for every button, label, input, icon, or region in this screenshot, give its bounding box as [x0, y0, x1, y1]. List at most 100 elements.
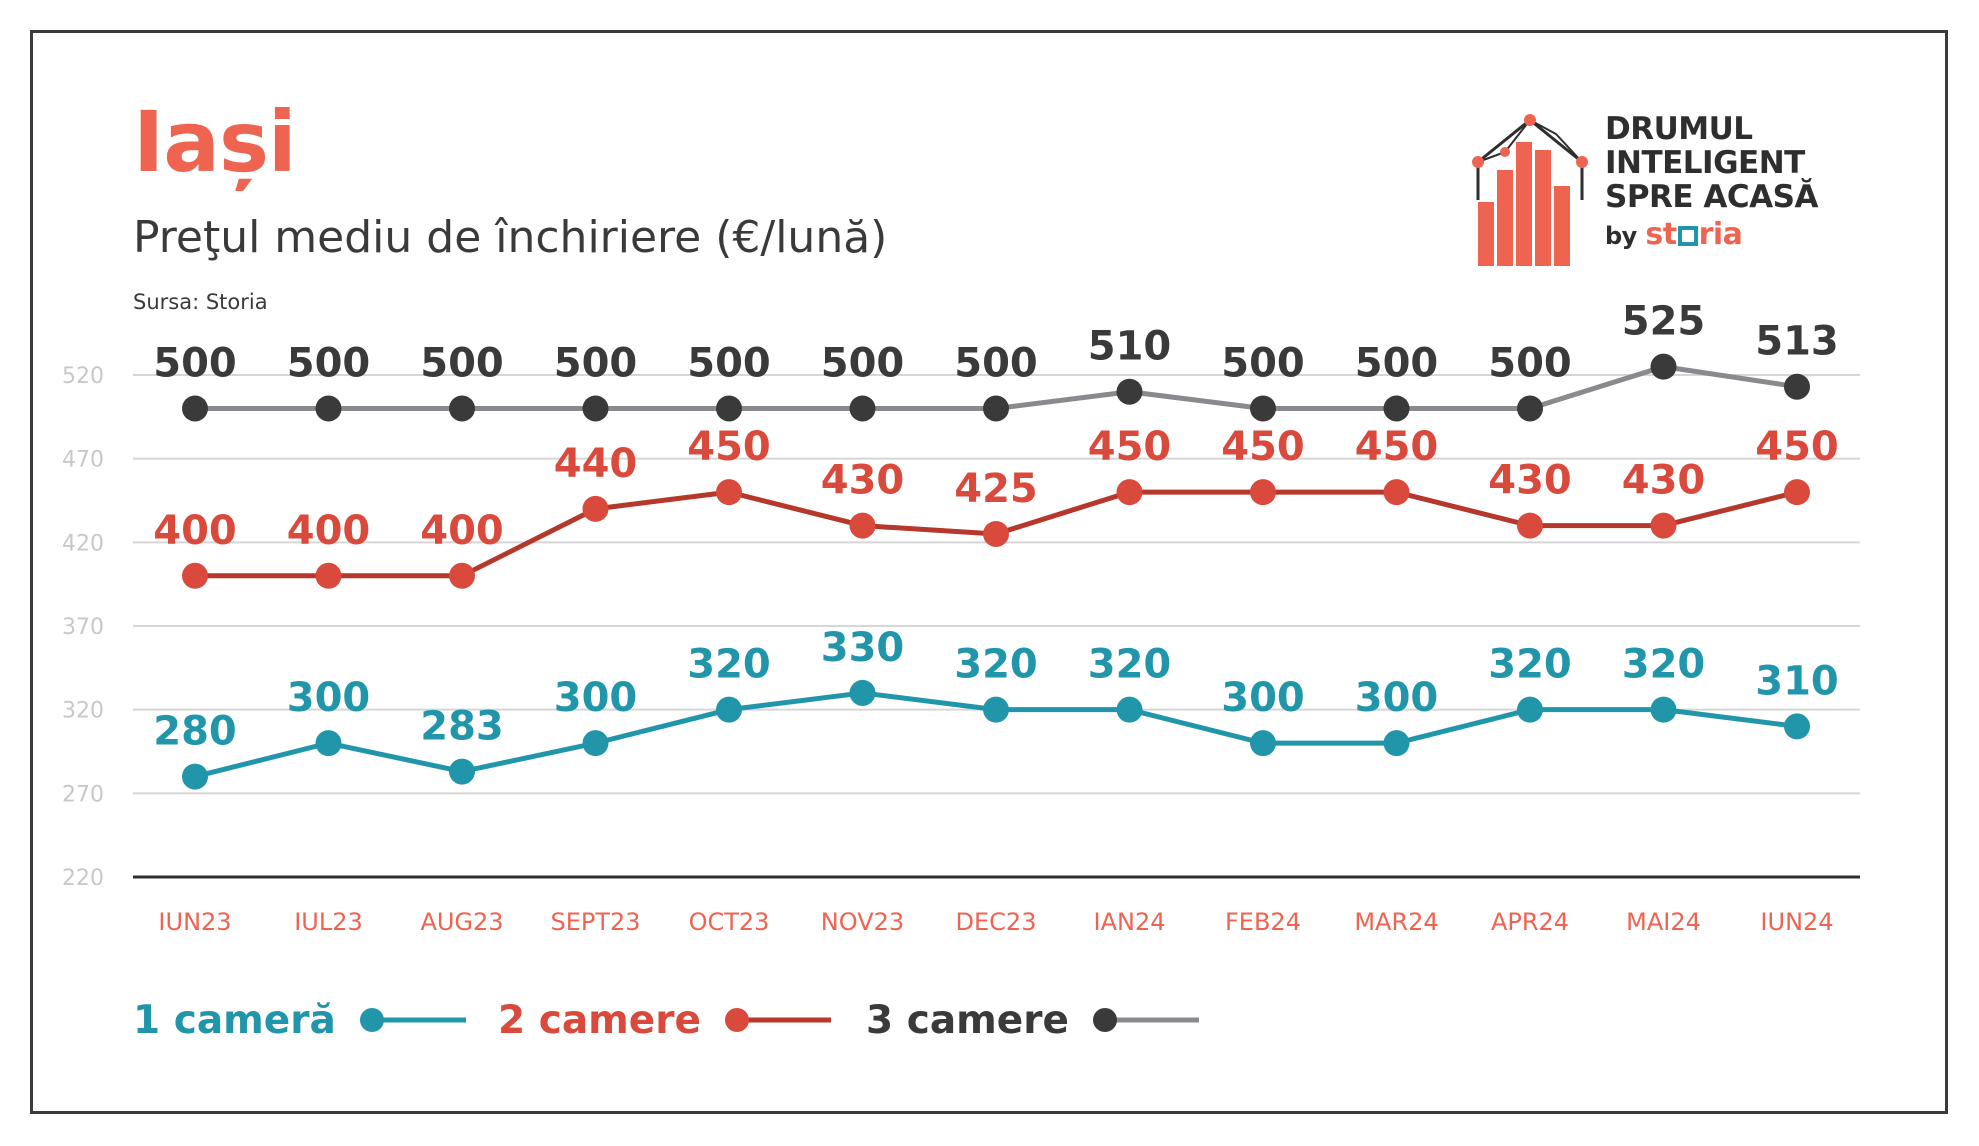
- y-tick-label: 420: [62, 531, 104, 556]
- data-point: [983, 520, 1009, 547]
- data-point: [315, 562, 342, 589]
- data-label: 300: [1221, 675, 1305, 721]
- data-point: [849, 395, 876, 422]
- data-point: [716, 696, 742, 723]
- data-point: [1116, 696, 1143, 723]
- data-point: [1517, 696, 1543, 723]
- data-label: 450: [687, 424, 771, 470]
- x-tick-label: DEC23: [956, 908, 1037, 936]
- x-tick-label: MAR24: [1354, 908, 1438, 936]
- data-label: 320: [954, 642, 1038, 688]
- storia-wordmark: st ria: [1645, 217, 1743, 252]
- chart-subtitle: Preţul mediu de închiriere (€/lună): [133, 212, 888, 263]
- data-label: 500: [287, 340, 371, 386]
- data-label: 513: [1755, 319, 1839, 365]
- legend-label: 1 cameră: [133, 997, 336, 1043]
- data-label: 500: [821, 340, 905, 386]
- y-tick-label: 520: [62, 364, 104, 389]
- data-point: [449, 395, 475, 422]
- legend-swatch: [359, 1008, 466, 1032]
- grid-layer: 220 270 320 370 420 470 520: [62, 364, 1860, 891]
- data-label: 320: [1088, 642, 1172, 688]
- data-label: 500: [153, 340, 237, 386]
- data-label: 283: [420, 704, 504, 750]
- x-tick-label: IUL23: [294, 908, 363, 936]
- data-label: 500: [1355, 340, 1439, 386]
- legend-swatch: [1092, 1008, 1199, 1032]
- legend-item-1-camera: 1 cameră: [133, 990, 468, 1050]
- y-tick-label: 370: [62, 615, 104, 640]
- data-point: [449, 758, 475, 785]
- data-label: 450: [1221, 424, 1305, 470]
- data-label: 300: [1355, 675, 1439, 721]
- data-point: [983, 696, 1009, 723]
- label-layer: IUN23 IUL23 AUG23 SEPT23 OCT23 NOV23 DEC23 IAN2…: [153, 299, 1839, 936]
- data-label: 525: [1622, 299, 1706, 345]
- data-label: 300: [287, 675, 371, 721]
- legend-dot: [359, 1008, 384, 1032]
- data-point: [1650, 353, 1677, 380]
- x-tick-label: AUG23: [420, 908, 503, 936]
- x-tick-label: MAI24: [1626, 908, 1701, 936]
- data-point: [1383, 395, 1410, 422]
- data-point: [582, 395, 609, 422]
- data-point: [983, 395, 1009, 422]
- x-tick-label: OCT23: [689, 908, 770, 936]
- data-label: 450: [1755, 424, 1839, 470]
- data-point: [182, 763, 208, 790]
- data-point: [1116, 378, 1143, 405]
- house-bar-chart-icon: [1472, 114, 1588, 266]
- storia-post: ria: [1698, 217, 1743, 252]
- x-tick-label: IUN24: [1760, 908, 1833, 936]
- data-label: 430: [821, 458, 905, 504]
- data-point: [716, 479, 742, 506]
- x-tick-label: IAN24: [1094, 908, 1166, 936]
- data-label: 320: [1488, 642, 1572, 688]
- data-point: [1383, 479, 1410, 506]
- data-point: [1784, 713, 1810, 740]
- data-point: [182, 395, 208, 422]
- x-tick-label: APR24: [1491, 908, 1569, 936]
- brand-line-2: INTELIGENT: [1605, 145, 1805, 181]
- data-label: 500: [1221, 340, 1305, 386]
- series-layer: [182, 353, 1810, 790]
- data-point: [716, 395, 742, 422]
- data-point: [1650, 512, 1677, 539]
- legend-item-2-camere: 2 camere: [498, 990, 833, 1050]
- data-point: [315, 730, 342, 757]
- legend-swatch: [724, 1008, 831, 1032]
- x-tick-label: SEPT23: [550, 908, 640, 936]
- x-tick-label: NOV23: [821, 908, 904, 936]
- data-label: 425: [954, 466, 1038, 512]
- data-point: [1784, 479, 1810, 506]
- source-note: Sursa: Storia: [133, 290, 268, 314]
- chart-frame: [30, 30, 1948, 1114]
- data-point: [1650, 696, 1677, 723]
- data-point: [1383, 730, 1410, 757]
- data-label: 500: [420, 340, 504, 386]
- legend-label: 2 camere: [498, 997, 701, 1043]
- data-label: 430: [1488, 458, 1572, 504]
- brand-logo: DRUMUL INTELIGENT SPRE ACASĂ by st ria: [1470, 110, 1870, 280]
- storia-square-icon: [1677, 226, 1698, 246]
- chart-title-city: Iași: [133, 93, 297, 191]
- data-label: 430: [1622, 458, 1706, 504]
- data-point: [582, 495, 609, 522]
- data-point: [582, 730, 609, 757]
- data-point: [1250, 730, 1276, 757]
- data-label: 320: [687, 642, 771, 688]
- data-point: [1116, 479, 1143, 506]
- legend-label: 3 camere: [866, 997, 1069, 1043]
- data-point: [849, 679, 876, 706]
- data-label: 450: [1088, 424, 1172, 470]
- y-tick-label: 320: [62, 699, 104, 724]
- y-tick-label: 220: [62, 866, 104, 891]
- data-point: [1517, 395, 1543, 422]
- data-label: 330: [821, 625, 905, 671]
- data-point: [182, 562, 208, 589]
- x-tick-label: IUN23: [158, 908, 231, 936]
- brand-by-text: by: [1605, 222, 1637, 250]
- data-point: [849, 512, 876, 539]
- legend-item-3-camere: 3 camere: [866, 990, 1201, 1050]
